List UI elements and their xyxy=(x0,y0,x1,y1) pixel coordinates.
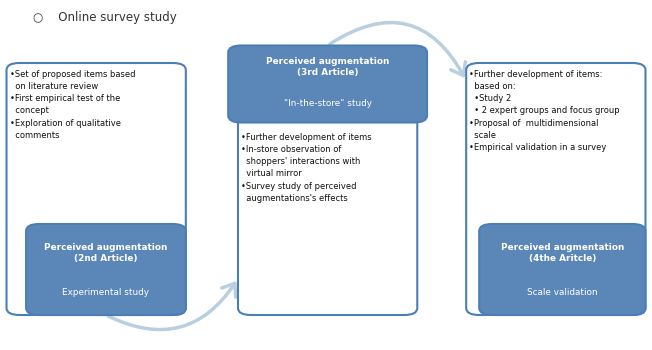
Text: Perceived augmentation
(2nd Article): Perceived augmentation (2nd Article) xyxy=(44,243,168,263)
Text: Scale validation: Scale validation xyxy=(527,288,598,297)
Text: Perceived augmentation
(4the Aritcle): Perceived augmentation (4the Aritcle) xyxy=(501,243,624,263)
Text: Perceived augmentation
(3rd Article): Perceived augmentation (3rd Article) xyxy=(266,57,389,77)
FancyArrowPatch shape xyxy=(108,284,235,330)
Text: •Further development of items
•In-store observation of
  shoppers' interactions : •Further development of items •In-store … xyxy=(241,133,372,203)
FancyBboxPatch shape xyxy=(238,63,417,315)
Text: Experimental study: Experimental study xyxy=(63,288,149,297)
FancyBboxPatch shape xyxy=(228,46,427,122)
FancyBboxPatch shape xyxy=(26,224,186,315)
FancyBboxPatch shape xyxy=(466,63,645,315)
FancyBboxPatch shape xyxy=(7,63,186,315)
FancyBboxPatch shape xyxy=(479,224,645,315)
Text: •Set of proposed items based
  on literature review
•First empirical test of the: •Set of proposed items based on literatu… xyxy=(10,70,135,140)
Text: •Further development of items:
  based on:
  •Study 2
  • 2 expert groups and fo: •Further development of items: based on:… xyxy=(469,70,620,152)
Text: ○    Online survey study: ○ Online survey study xyxy=(33,10,176,23)
FancyArrowPatch shape xyxy=(330,22,466,76)
Text: "In-the-store" study: "In-the-store" study xyxy=(284,99,372,108)
